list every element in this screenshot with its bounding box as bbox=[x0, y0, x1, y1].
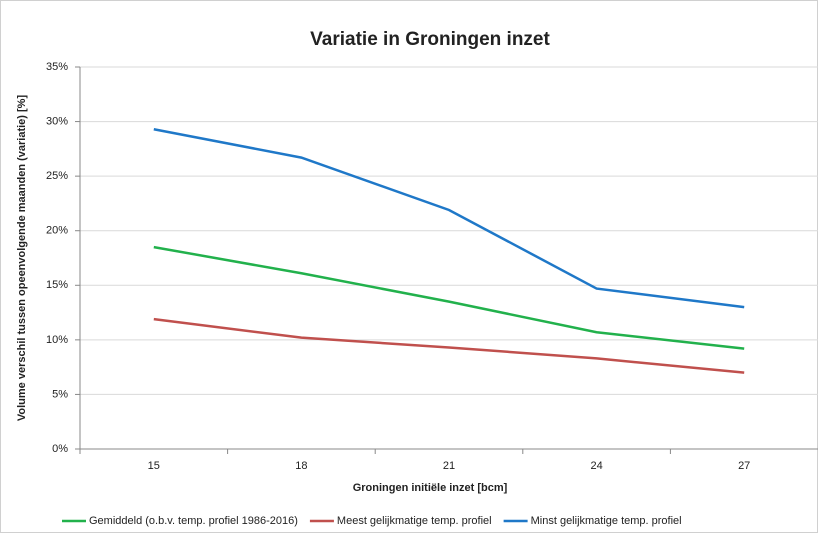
legend-label: Minst gelijkmatige temp. profiel bbox=[531, 515, 682, 527]
y-axis-label: Volume verschil tussen opeenvolgende maa… bbox=[16, 95, 28, 422]
y-tick-label: 0% bbox=[52, 443, 68, 455]
series-line bbox=[153, 127, 745, 309]
series-line bbox=[153, 245, 745, 350]
y-tick-label: 5% bbox=[52, 388, 68, 400]
y-tick-label: 30% bbox=[46, 115, 68, 127]
x-tick-label: 24 bbox=[590, 460, 602, 472]
y-tick-label: 20% bbox=[46, 225, 68, 237]
y-tick-label: 25% bbox=[46, 170, 68, 182]
x-axis-label: Groningen initiële inzet [bcm] bbox=[353, 482, 508, 494]
series-line bbox=[153, 317, 745, 374]
y-tick-label: 10% bbox=[46, 334, 68, 346]
legend-label: Gemiddeld (o.b.v. temp. profiel 1986-201… bbox=[89, 515, 298, 527]
chart-title: Variatie in Groningen inzet bbox=[310, 29, 550, 50]
x-tick-label: 15 bbox=[148, 460, 160, 472]
y-tick-label: 35% bbox=[46, 61, 68, 73]
x-tick-label: 18 bbox=[295, 460, 307, 472]
legend-label: Meest gelijkmatige temp. profiel bbox=[337, 515, 492, 527]
y-tick-label: 15% bbox=[46, 279, 68, 291]
x-tick-label: 21 bbox=[443, 460, 455, 472]
x-tick-label: 27 bbox=[738, 460, 750, 472]
